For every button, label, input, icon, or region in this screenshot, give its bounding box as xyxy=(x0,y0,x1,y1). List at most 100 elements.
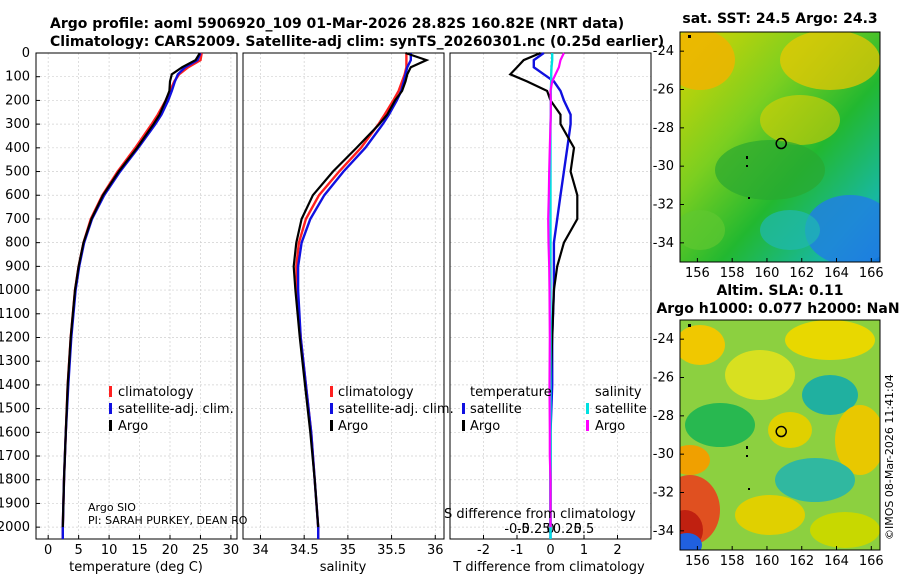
salinity-axes-frame xyxy=(242,52,445,540)
legend-satellite-label: satellite-adj. clim. xyxy=(118,402,234,417)
legend-argo-swatch xyxy=(109,420,112,431)
y-tick-label: 1300 xyxy=(0,354,30,369)
y-tick-label: 1400 xyxy=(0,378,30,393)
salinity-panel: 34 34.5 35 35.5 36 salinity climatology sate… xyxy=(242,51,454,575)
sla-map-image xyxy=(680,320,880,550)
map-y-tick-label: -34 xyxy=(653,524,674,539)
legend2-satellite-label: satellite-adj. clim. xyxy=(338,402,454,417)
legend-climatology-label: climatology xyxy=(118,385,194,400)
series-line-satellite-adj-clim- xyxy=(61,52,202,539)
top-tick-label: 0.25 xyxy=(553,522,582,537)
map-x-tick-label: 156 xyxy=(685,266,710,281)
x-tick-label: 34 xyxy=(252,543,269,558)
salinity-xlabel: salinity xyxy=(320,560,367,575)
legend-s-argo-swatch xyxy=(586,420,589,431)
x-tick-label: 1 xyxy=(580,543,588,558)
argo-dac-label: Argo SIO xyxy=(88,501,136,514)
map-x-tick-label: 166 xyxy=(859,266,884,281)
x-tick-label: 0 xyxy=(546,543,554,558)
sst-map-title: sat. SST: 24.5 Argo: 24.3 xyxy=(682,11,877,27)
y-tick-label: 1800 xyxy=(0,473,30,488)
sla-map-title-line2: Argo h1000: 0.077 h2000: NaN xyxy=(656,301,899,317)
x-tick-label: -2 xyxy=(477,543,490,558)
x-tick-label: 30 xyxy=(223,543,240,558)
legend-argo-label: Argo xyxy=(118,419,148,434)
map-x-tick-label: 160 xyxy=(755,554,780,569)
map-y-tick-label: -26 xyxy=(653,371,674,386)
figure-title-line2: Climatology: CARS2009. Satellite-adj cli… xyxy=(50,34,664,50)
legend-salinity-heading: salinity xyxy=(595,385,642,400)
map-y-tick-label: -24 xyxy=(653,332,674,347)
map-y-tick-label: -30 xyxy=(653,447,674,462)
legend-t-satellite-swatch xyxy=(462,403,465,414)
x-tick-label: -1 xyxy=(511,543,524,558)
sla-float-position-marker xyxy=(775,425,787,438)
map-y-tick-label: -32 xyxy=(653,486,674,501)
y-tick-label: 1200 xyxy=(0,330,30,345)
top-tick-label: -0.25 xyxy=(517,522,551,537)
map-x-tick-label: 166 xyxy=(859,554,884,569)
sla-track-dot-3 xyxy=(748,488,750,490)
x-tick-label: 34.5 xyxy=(290,543,319,558)
y-tick-label: 700 xyxy=(5,212,30,227)
y-tick-label: 1900 xyxy=(0,496,30,511)
map-y-tick-label: -32 xyxy=(653,198,674,213)
map-y-tick-label: -34 xyxy=(653,236,674,251)
imos-stamp: ©IMOS 08-Mar-2026 11:41:04 xyxy=(883,374,896,540)
sla-map-title-line1: Altim. SLA: 0.11 xyxy=(716,283,843,299)
y-tick-label: 1100 xyxy=(0,307,30,322)
map-x-tick-label: 156 xyxy=(685,554,710,569)
y-tick-label: 400 xyxy=(5,141,30,156)
top-tick-label: 0.5 xyxy=(574,522,595,537)
legend-satellite-swatch xyxy=(109,403,112,414)
legend-temperature-heading: temperature xyxy=(470,385,552,400)
y-tick-label: 200 xyxy=(5,93,30,108)
sst-map-corner-marker xyxy=(688,35,691,38)
y-tick-label: 1500 xyxy=(0,402,30,417)
sst-track-dot-3 xyxy=(748,197,750,199)
x-tick-label: 2 xyxy=(613,543,621,558)
x-tick-label: 15 xyxy=(131,543,148,558)
series-line-satellite-adj-clim- xyxy=(296,53,412,539)
x-tick-label: 20 xyxy=(162,543,179,558)
series-line-argo xyxy=(292,51,430,528)
y-tick-label: 0 xyxy=(22,46,30,61)
pi-label: PI: SARAH PURKEY, DEAN RO xyxy=(88,514,248,527)
y-tick-label: 500 xyxy=(5,165,30,180)
series-line-temperature-satellite xyxy=(532,52,572,539)
sst-float-position-marker xyxy=(775,137,787,150)
y-tick-label: 1700 xyxy=(0,449,30,464)
legend2-argo-label: Argo xyxy=(338,419,368,434)
map-x-tick-label: 160 xyxy=(755,266,780,281)
figure-title-line1: Argo profile: aoml 5906920_109 01-Mar-20… xyxy=(50,16,624,32)
x-tick-label: 5 xyxy=(74,543,82,558)
difference-legend: temperature satellite Argo salinity sate… xyxy=(462,385,647,434)
sla-map-frame xyxy=(679,319,881,551)
map-y-tick-label: -30 xyxy=(653,159,674,174)
x-tick-label: 25 xyxy=(192,543,209,558)
y-tick-label: 1000 xyxy=(0,283,30,298)
map-x-tick-label: 158 xyxy=(720,266,745,281)
legend-s-satellite-label: satellite xyxy=(595,402,647,417)
y-tick-label: 600 xyxy=(5,188,30,203)
legend2-argo-swatch xyxy=(330,420,333,431)
legend2-satellite-swatch xyxy=(330,403,333,414)
legend-s-satellite-swatch xyxy=(586,403,589,414)
sst-map-frame xyxy=(679,31,881,263)
difference-top-axis-label: S difference from climatology xyxy=(444,507,636,522)
sst-map-panel: sat. SST: 24.5 Argo: 24.3 156 158 160 162 16… xyxy=(653,11,884,281)
map-y-tick-label: -28 xyxy=(653,409,674,424)
map-x-tick-label: 162 xyxy=(789,266,814,281)
map-x-tick-label: 162 xyxy=(789,554,814,569)
map-x-tick-label: 164 xyxy=(824,266,849,281)
sla-map-panel: Altim. SLA: 0.11 Argo h1000: 0.077 h2000… xyxy=(653,283,900,569)
sla-track-dot-1 xyxy=(746,446,748,449)
map-x-tick-label: 158 xyxy=(720,554,745,569)
map-y-tick-label: -28 xyxy=(653,121,674,136)
legend-t-argo-label: Argo xyxy=(470,419,500,434)
x-tick-label: 10 xyxy=(101,543,118,558)
map-y-tick-label: -26 xyxy=(653,83,674,98)
salinity-legend: climatology satellite-adj. clim. Argo xyxy=(330,385,454,434)
